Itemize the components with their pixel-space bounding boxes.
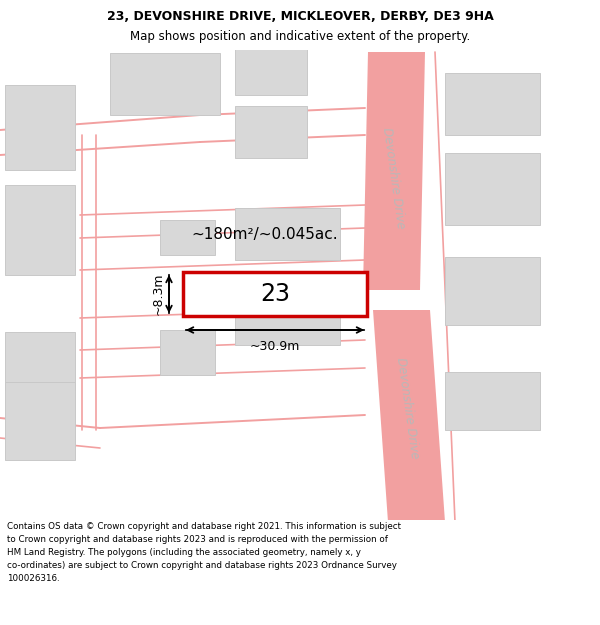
Bar bbox=[5, 382, 75, 460]
Text: 100026316.: 100026316. bbox=[7, 574, 60, 583]
Polygon shape bbox=[373, 310, 445, 522]
Bar bbox=[160, 220, 215, 255]
Text: Devonshire Drive: Devonshire Drive bbox=[380, 126, 407, 229]
Text: Devonshire Drive: Devonshire Drive bbox=[394, 356, 422, 459]
Text: to Crown copyright and database rights 2023 and is reproduced with the permissio: to Crown copyright and database rights 2… bbox=[7, 535, 388, 544]
Text: 23: 23 bbox=[260, 282, 290, 306]
Bar bbox=[445, 257, 540, 325]
Text: 23, DEVONSHIRE DRIVE, MICKLEOVER, DERBY, DE3 9HA: 23, DEVONSHIRE DRIVE, MICKLEOVER, DERBY,… bbox=[107, 10, 493, 23]
Text: ~180m²/~0.045ac.: ~180m²/~0.045ac. bbox=[191, 226, 338, 241]
Bar bbox=[5, 185, 75, 275]
Text: co-ordinates) are subject to Crown copyright and database rights 2023 Ordnance S: co-ordinates) are subject to Crown copyr… bbox=[7, 561, 397, 570]
Bar bbox=[445, 153, 540, 225]
Text: ~8.3m: ~8.3m bbox=[152, 272, 165, 315]
Bar bbox=[5, 85, 75, 170]
Bar bbox=[445, 372, 540, 430]
Text: Map shows position and indicative extent of the property.: Map shows position and indicative extent… bbox=[130, 30, 470, 43]
Bar bbox=[110, 53, 220, 115]
Bar bbox=[235, 297, 340, 345]
Bar bbox=[160, 330, 215, 375]
Text: HM Land Registry. The polygons (including the associated geometry, namely x, y: HM Land Registry. The polygons (includin… bbox=[7, 548, 361, 557]
Bar bbox=[235, 208, 340, 260]
Bar bbox=[235, 106, 307, 158]
Bar bbox=[235, 47, 307, 95]
Polygon shape bbox=[363, 52, 425, 290]
Text: Contains OS data © Crown copyright and database right 2021. This information is : Contains OS data © Crown copyright and d… bbox=[7, 522, 401, 531]
Bar bbox=[5, 332, 75, 390]
Bar bbox=[445, 73, 540, 135]
Text: ~30.9m: ~30.9m bbox=[250, 340, 300, 353]
Bar bbox=[183, 272, 367, 316]
